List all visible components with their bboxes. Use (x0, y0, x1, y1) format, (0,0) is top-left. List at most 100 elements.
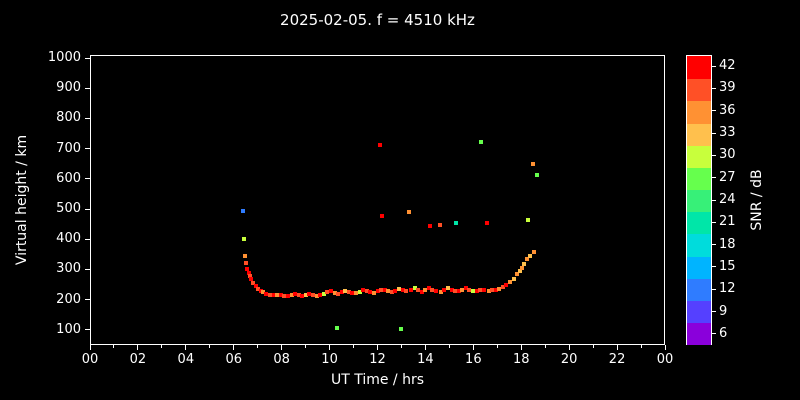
y-tick-mark (85, 117, 90, 119)
y-tick-label: 800 (56, 110, 81, 126)
y-tick-mark (85, 329, 90, 331)
y-tick-mark (85, 87, 90, 89)
colorbar-tick-mark (712, 177, 716, 179)
chart-title: 2025-02-05. f = 4510 kHz (280, 11, 475, 29)
data-point (264, 291, 269, 296)
x-tick-label: 20 (560, 352, 578, 367)
data-point (463, 286, 468, 291)
data-point (380, 213, 385, 218)
data-point (303, 293, 308, 298)
colorbar-tick-label: 12 (719, 281, 736, 297)
y-tick-mark (85, 238, 90, 240)
colorbar-tick-mark (712, 199, 716, 201)
x-minor-tick-mark (161, 345, 163, 348)
data-point (490, 287, 495, 292)
x-tick-mark (424, 345, 426, 350)
y-tick-label: 100 (56, 321, 81, 337)
data-point (311, 293, 316, 298)
x-minor-tick-mark (448, 345, 450, 348)
data-point (271, 293, 276, 298)
colorbar-tick-label: 39 (719, 80, 736, 96)
y-tick-label: 500 (56, 201, 81, 217)
data-point (511, 276, 516, 281)
data-point (408, 287, 413, 292)
data-point (453, 288, 458, 293)
data-point (445, 286, 450, 291)
x-tick-mark (137, 345, 139, 350)
data-point (517, 268, 522, 273)
data-point (256, 286, 261, 291)
data-point (399, 327, 404, 331)
colorbar-tick-label: 18 (719, 236, 736, 252)
data-point (437, 223, 442, 228)
colorbar-band (687, 100, 711, 124)
data-point (504, 282, 509, 287)
data-point (293, 292, 298, 297)
data-point (368, 290, 373, 295)
colorbar-band (687, 122, 711, 146)
y-tick-mark (85, 57, 90, 59)
data-point (454, 221, 459, 226)
colorbar-tick-label: 30 (719, 147, 736, 163)
data-point (479, 140, 484, 145)
x-tick-label: 18 (512, 352, 530, 367)
data-point (530, 162, 535, 166)
x-tick-mark (185, 345, 187, 350)
colorbar-tick-mark (712, 244, 716, 246)
data-point (386, 289, 391, 294)
x-minor-tick-mark (592, 345, 594, 348)
colorbar-tick-mark (712, 288, 716, 290)
data-point (244, 261, 249, 265)
data-point (377, 143, 382, 148)
data-point (282, 293, 287, 298)
data-point (354, 291, 358, 295)
y-tick-label: 200 (56, 291, 81, 307)
data-point (247, 273, 252, 278)
data-point (379, 288, 384, 293)
colorbar-tick-mark (712, 87, 716, 89)
data-point (307, 292, 312, 297)
data-point (278, 292, 283, 297)
colorbar-tick-label: 36 (719, 102, 736, 118)
y-tick-label: 1000 (47, 50, 81, 66)
colorbar-tick-label: 9 (719, 303, 728, 319)
data-point (400, 288, 405, 293)
data-point (428, 224, 433, 229)
data-point (393, 288, 398, 293)
data-point (241, 237, 246, 241)
colorbar-tick-label: 27 (719, 169, 736, 185)
plot-area (90, 55, 665, 345)
data-point (334, 325, 339, 330)
data-point (248, 276, 253, 281)
colorbar-tick-mark (712, 65, 716, 67)
colorbar-band (687, 277, 711, 301)
data-point (242, 253, 247, 258)
data-point (404, 289, 409, 294)
data-point (500, 285, 505, 289)
data-point (318, 292, 323, 297)
colorbar-tick-label: 15 (719, 258, 736, 274)
data-point (486, 289, 491, 294)
data-point (406, 210, 411, 214)
x-tick-label: 16 (465, 352, 482, 367)
x-tick-mark (89, 345, 91, 350)
data-point (426, 286, 431, 291)
x-tick-label: 04 (177, 352, 195, 367)
x-tick-mark (281, 345, 283, 350)
data-point (471, 288, 475, 293)
colorbar-tick-mark (712, 333, 716, 335)
data-point (515, 272, 520, 277)
y-tick-mark (85, 208, 90, 210)
data-point (389, 290, 394, 295)
x-minor-tick-mark (209, 345, 211, 348)
x-tick-label: 12 (369, 352, 386, 367)
colorbar-band (687, 211, 711, 235)
colorbar-band (687, 56, 711, 80)
data-point (285, 294, 290, 298)
data-point (251, 280, 256, 285)
y-axis-label: Virtual height / km (14, 134, 30, 266)
data-point (416, 288, 421, 293)
data-point (481, 288, 486, 293)
colorbar-tick-mark (712, 311, 716, 313)
